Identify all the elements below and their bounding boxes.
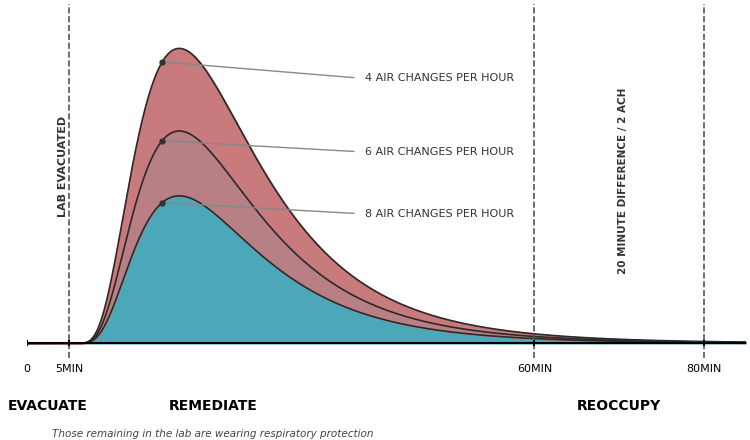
Text: 20 MINUTE DIFFERENCE / 2 ACH: 20 MINUTE DIFFERENCE / 2 ACH: [618, 88, 628, 274]
Text: REMEDIATE: REMEDIATE: [169, 400, 257, 413]
Text: 0: 0: [23, 364, 31, 374]
Text: LAB EVACUATED: LAB EVACUATED: [58, 116, 68, 217]
Text: 5MIN: 5MIN: [56, 364, 83, 374]
Text: REOCCUPY: REOCCUPY: [577, 400, 661, 413]
Text: 6 AIR CHANGES PER HOUR: 6 AIR CHANGES PER HOUR: [365, 147, 514, 157]
Text: 60MIN: 60MIN: [517, 364, 552, 374]
Text: EVACUATE: EVACUATE: [8, 400, 88, 413]
Text: 8 AIR CHANGES PER HOUR: 8 AIR CHANGES PER HOUR: [365, 209, 514, 219]
Text: Those remaining in the lab are wearing respiratory protection: Those remaining in the lab are wearing r…: [53, 429, 374, 439]
Text: 80MIN: 80MIN: [686, 364, 722, 374]
Text: 4 AIR CHANGES PER HOUR: 4 AIR CHANGES PER HOUR: [365, 73, 514, 83]
